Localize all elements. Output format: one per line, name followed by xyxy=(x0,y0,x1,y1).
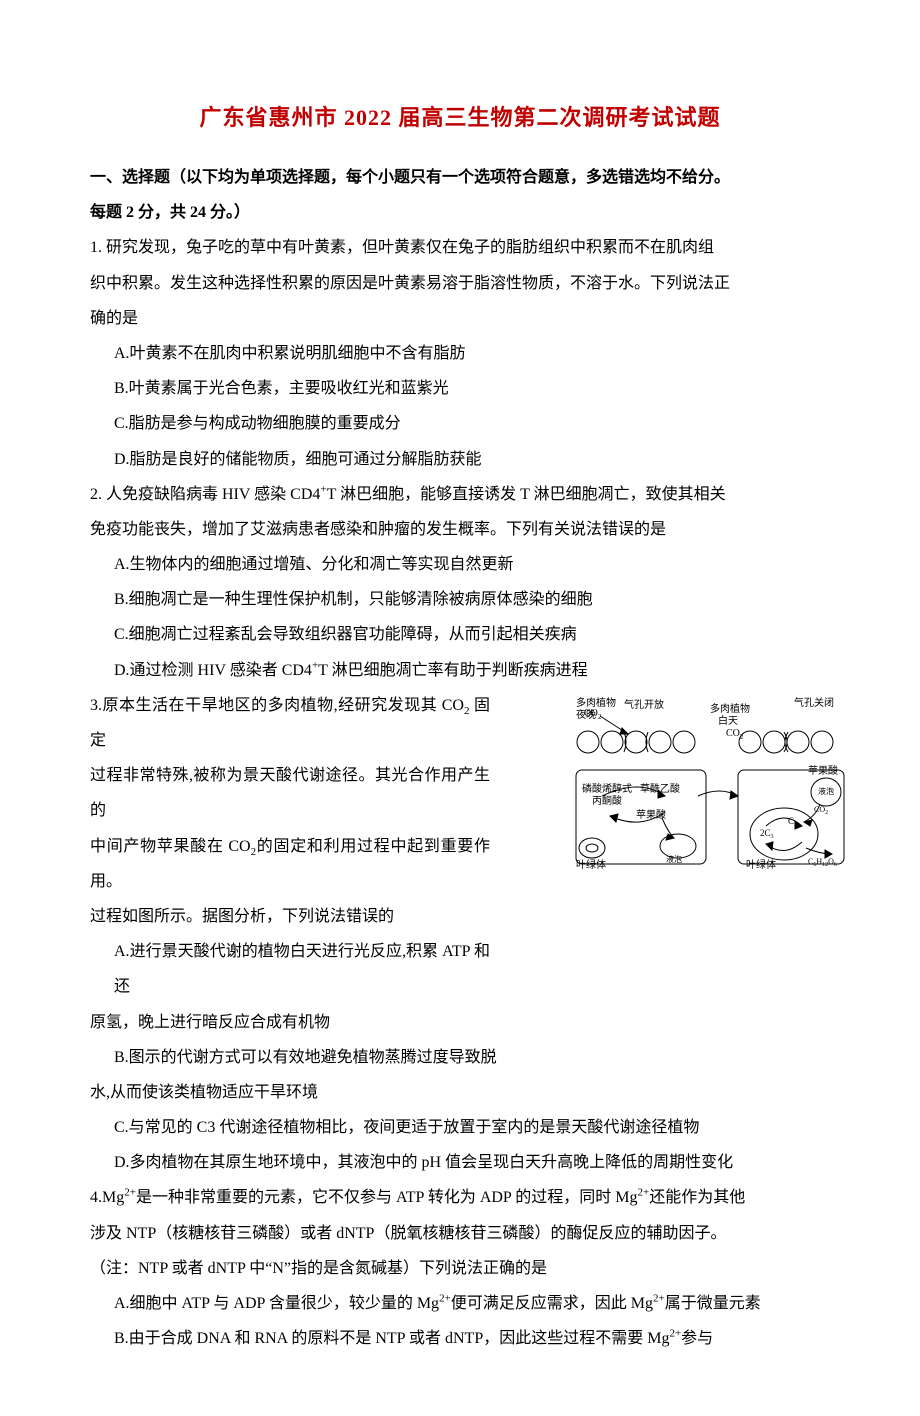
dlabel-day-1: 多肉植物 xyxy=(710,702,750,715)
q1-option-c: C.脂肪是参与构成动物细胞膜的重要成分 xyxy=(90,406,830,441)
dlabel-oxaloacetate: 草酰乙酸 xyxy=(640,782,680,795)
metabolism-diagram-svg: 多肉植物 夜晚 气孔开放 多肉植物 白天 气孔关闭 CO2 CO2 磷酸烯醇式 … xyxy=(570,696,850,871)
q3-stem-line4: 过程如图所示。据图分析，下列说法错误的 xyxy=(90,899,490,934)
q3-stem-line1: 3.原本生活在干旱地区的多肉植物,经研究发现其 CO2 固定 xyxy=(90,688,490,758)
q1-option-d: D.脂肪是良好的储能物质，细胞可通过分解脂肪获能 xyxy=(90,442,830,477)
q3-option-b-line1: B.图示的代谢方式可以有效地避免植物蒸腾过度导致脱 xyxy=(90,1040,830,1075)
q3-diagram: 多肉植物 夜晚 气孔开放 多肉植物 白天 气孔关闭 CO2 CO2 磷酸烯醇式 … xyxy=(570,696,850,876)
q2-stem-line1: 2. 人免疫缺陷病毒 HIV 感染 CD4+T 淋巴细胞，能够直接诱发 T 淋巴… xyxy=(90,477,830,512)
q4-a-post: 属于微量元素 xyxy=(665,1295,761,1312)
dlabel-pep-2: 丙酮酸 xyxy=(592,794,622,807)
superscript-2plus: 2+ xyxy=(124,1187,136,1199)
q3-text-block: 3.原本生活在干旱地区的多肉植物,经研究发现其 CO2 固定 过程非常特殊,被称… xyxy=(90,688,490,1005)
dlabel-day-2: 白天 xyxy=(718,714,738,727)
dlabel-pep-1: 磷酸烯醇式 xyxy=(582,782,632,795)
dlabel-2c3: 2C3 xyxy=(760,828,774,840)
q4-s1-pre: 4.Mg xyxy=(90,1189,124,1206)
superscript-2plus: 2+ xyxy=(669,1328,681,1340)
q4-stem-line3: （注：NTP 或者 dNTP 中“N”指的是含氮碱基）下列说法正确的是 xyxy=(90,1251,830,1286)
dlabel-chloroplast-l: 叶绿体 xyxy=(576,858,606,871)
section-heading-line2: 每题 2 分，共 24 分。） xyxy=(90,195,830,230)
q3-container: 3.原本生活在干旱地区的多肉植物,经研究发现其 CO2 固定 过程非常特殊,被称… xyxy=(90,688,830,1005)
dlabel-chloroplast-r: 叶绿体 xyxy=(746,858,776,871)
q2-option-b: B.细胞凋亡是一种生理性保护机制，只能够清除被病原体感染的细胞 xyxy=(90,582,830,617)
q2-option-d: D.通过检测 HIV 感染者 CD4+T 淋巴细胞凋亡率有助于判断疾病进程 xyxy=(90,653,830,688)
q2-option-a: A.生物体内的细胞通过增殖、分化和凋亡等实现自然更新 xyxy=(90,547,830,582)
section-heading-line1: 一、选择题（以下均为单项选择题，每个小题只有一个选项符合题意，多选错选均不给分。 xyxy=(90,160,830,195)
q4-s1-mid: 是一种非常重要的元素，它不仅参与 ATP 转化为 ADP 的过程，同时 Mg xyxy=(136,1189,638,1206)
q4-a-pre: A.细胞中 ATP 与 ADP 含量很少，较少量的 Mg xyxy=(114,1295,439,1312)
dlabel-stomata-open: 气孔开放 xyxy=(624,698,664,711)
dlabel-c6h12o6: C6H12O6 xyxy=(808,857,837,868)
q1-stem-line2: 织中积累。发生这种选择性积累的原因是叶黄素易溶于脂溶性物质，不溶于水。下列说法正 xyxy=(90,266,830,301)
q3-option-b-line2: 水,从而使该类植物适应干旱环境 xyxy=(90,1075,830,1110)
exam-title: 广东省惠州市 2022 届高三生物第二次调研考试试题 xyxy=(90,100,830,132)
dlabel-apple-acid-r: 苹果酸 xyxy=(808,764,838,777)
q3-s3-pre: 中间产物苹果酸在 CO xyxy=(90,838,251,855)
dlabel-c5: C5 xyxy=(788,816,797,828)
q4-stem-line2: 涉及 NTP（核糖核苷三磷酸）或者 dNTP（脱氧核糖核苷三磷酸）的酶促反应的辅… xyxy=(90,1216,830,1251)
q1-stem-line3: 确的是 xyxy=(90,301,830,336)
dlabel-vacuole-l: 液泡 xyxy=(666,854,682,864)
exam-page: 广东省惠州市 2022 届高三生物第二次调研考试试题 一、选择题（以下均为单项选… xyxy=(0,0,920,1416)
q2-stem1-pre: 2. 人免疫缺陷病毒 HIV 感染 CD4 xyxy=(90,486,320,503)
dlabel-stomata-closed: 气孔关闭 xyxy=(794,696,834,709)
superscript-2plus: 2+ xyxy=(439,1293,451,1305)
q3-stem-line2: 过程非常特殊,被称为景天酸代谢途径。其光合作用产生的 xyxy=(90,758,490,828)
q2-stem-line2: 免疫功能丧失，增加了艾滋病患者感染和肿瘤的发生概率。下列有关说法错误的是 xyxy=(90,512,830,547)
dlabel-co2-mid: CO2 xyxy=(726,728,744,741)
q2-d-post: T 淋巴细胞凋亡率有助于判断疾病进程 xyxy=(318,662,588,679)
q1-option-b: B.叶黄素属于光合色素，主要吸收红光和蓝紫光 xyxy=(90,371,830,406)
q3-option-c: C.与常见的 C3 代谢途径植物相比，夜间更适于放置于室内的是景天酸代谢途径植物 xyxy=(90,1110,830,1145)
q3-stem-line3: 中间产物苹果酸在 CO2的固定和利用过程中起到重要作用。 xyxy=(90,829,490,899)
q3-option-d: D.多肉植物在其原生地环境中，其液泡中的 pH 值会呈现白天升高晚上降低的周期性… xyxy=(90,1145,830,1180)
q4-b-post: 参与 xyxy=(681,1330,713,1347)
q4-option-a: A.细胞中 ATP 与 ADP 含量很少，较少量的 Mg2+便可满足反应需求，因… xyxy=(90,1286,830,1321)
superscript-2plus: 2+ xyxy=(653,1293,665,1305)
q2-d-pre: D.通过检测 HIV 感染者 CD4 xyxy=(114,662,312,679)
q3-option-a-line2: 原氢，晚上进行暗反应合成有机物 xyxy=(90,1005,830,1040)
q4-s1-post: 还能作为其他 xyxy=(649,1189,745,1206)
q4-option-b: B.由于合成 DNA 和 RNA 的原料不是 NTP 或者 dNTP，因此这些过… xyxy=(90,1321,830,1356)
q3-option-a-line1: A.进行景天酸代谢的植物白天进行光反应,积累 ATP 和还 xyxy=(90,934,490,1004)
q4-stem-line1: 4.Mg2+是一种非常重要的元素，它不仅参与 ATP 转化为 ADP 的过程，同… xyxy=(90,1180,830,1215)
q4-a-mid: 便可满足反应需求，因此 Mg xyxy=(451,1295,653,1312)
dlabel-vacuole-r: 液泡 xyxy=(818,786,834,796)
dlabel-malate: 苹果酸 xyxy=(636,808,666,821)
q4-b-pre: B.由于合成 DNA 和 RNA 的原料不是 NTP 或者 dNTP，因此这些过… xyxy=(114,1330,669,1347)
q1-stem-line1: 1. 研究发现，兔子吃的草中有叶黄素，但叶黄素仅在兔子的脂肪组织中积累而不在肌肉… xyxy=(90,230,830,265)
superscript-2plus: 2+ xyxy=(637,1187,649,1199)
q1-option-a: A.叶黄素不在肌肉中积累说明肌细胞中不含有脂肪 xyxy=(90,336,830,371)
q3-s1-pre: 3.原本生活在干旱地区的多肉植物,经研究发现其 CO xyxy=(90,697,464,714)
q2-stem1-post: T 淋巴细胞，能够直接诱发 T 淋巴细胞凋亡，致使其相关 xyxy=(327,486,726,503)
dlabel-co2-r: CO2 xyxy=(814,805,828,816)
q2-option-c: C.细胞凋亡过程紊乱会导致组织器官功能障碍，从而引起相关疾病 xyxy=(90,617,830,652)
